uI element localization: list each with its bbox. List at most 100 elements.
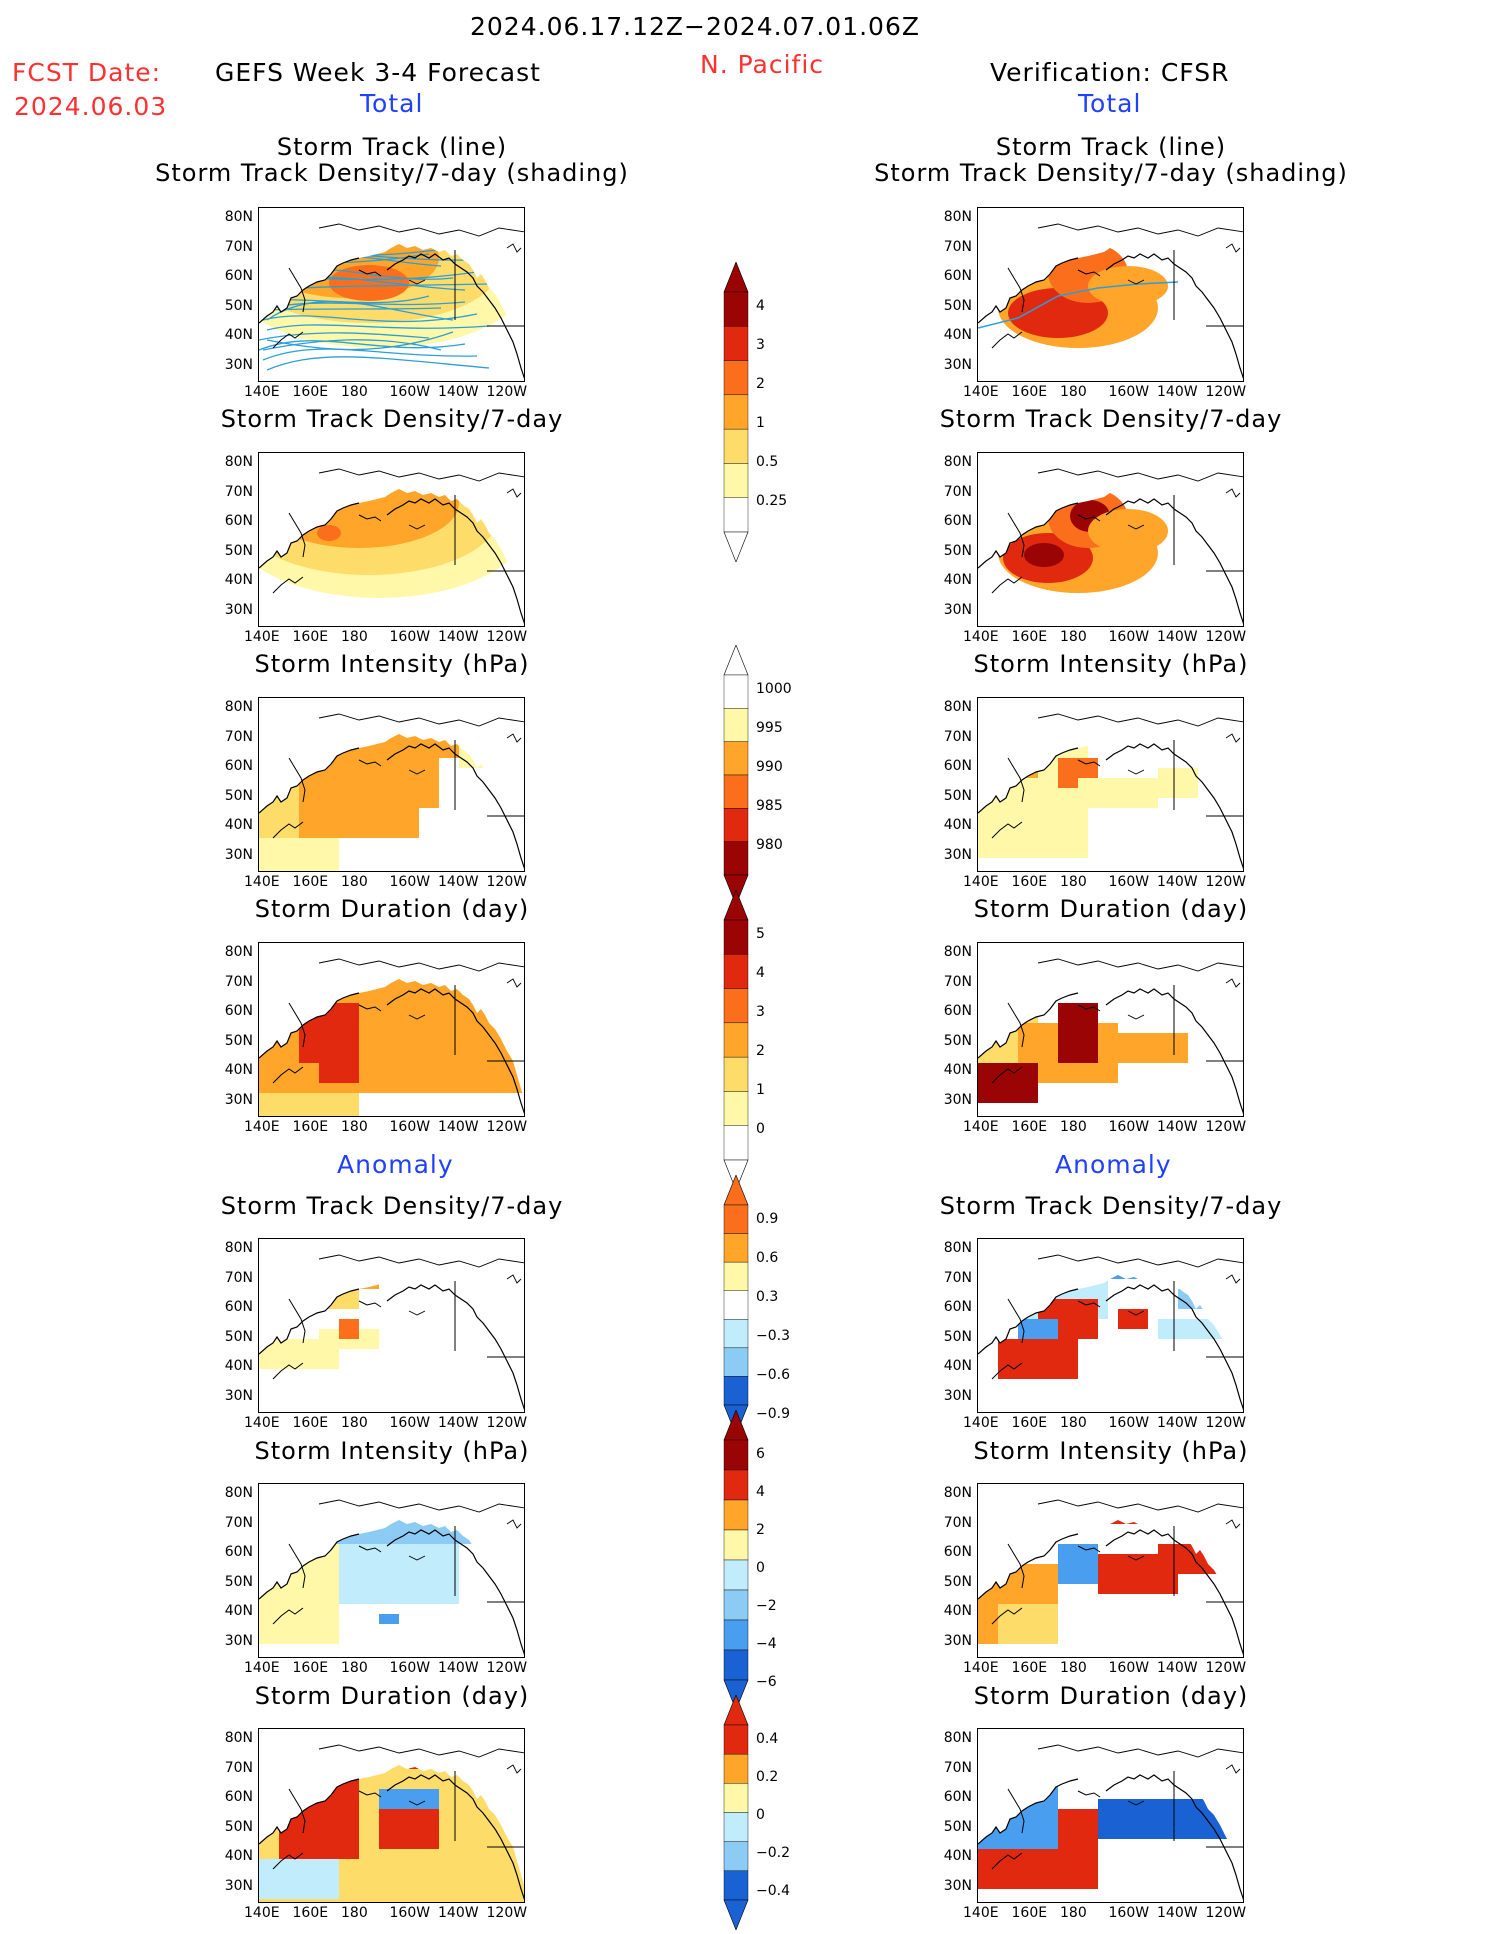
lat-tick-label: 40N xyxy=(224,1603,253,1619)
lon-tick-label: 180 xyxy=(341,1415,368,1431)
map-panel-verification-int xyxy=(977,697,1244,872)
lat-tick-label: 30N xyxy=(224,1632,253,1649)
lon-tick-label: 120W xyxy=(486,874,528,890)
colorbar-tick-label: 985 xyxy=(756,798,783,814)
lon-tick-label: 140W xyxy=(1157,1415,1198,1431)
lon-tick-label: 140E xyxy=(963,1119,999,1135)
lat-tick-label: 80N xyxy=(224,1485,253,1501)
lon-tick-label: 140W xyxy=(1157,1660,1198,1676)
lon-tick-label: 120W xyxy=(486,1119,528,1135)
colorbar-tick-label: −0.9 xyxy=(756,1406,790,1422)
lat-tick-label: 40N xyxy=(224,1062,253,1078)
panel-title: Storm Duration (day) xyxy=(254,895,530,923)
colorbar-tick-label: 2 xyxy=(756,1522,765,1538)
lat-tick-label: 60N xyxy=(224,513,253,529)
lon-tick-label: 140W xyxy=(438,1660,479,1676)
panel-subtitle: Storm Track Density/7-day (shading) xyxy=(155,159,629,187)
lon-tick-label: 140E xyxy=(963,384,999,400)
lat-tick-label: 70N xyxy=(224,728,253,745)
lat-tick-label: 60N xyxy=(943,758,972,774)
lat-tick-label: 70N xyxy=(224,238,253,255)
lat-tick-label: 40N xyxy=(943,1603,972,1619)
lat-tick-label: 30N xyxy=(224,1387,253,1404)
lon-tick-label: 180 xyxy=(341,384,368,400)
fcst-date-value: 2024.06.03 xyxy=(14,92,168,121)
map-shading xyxy=(259,208,524,379)
lat-tick-label: 80N xyxy=(224,1730,253,1746)
total-label-right: Total xyxy=(1078,89,1142,118)
colorbar-tick-label: −4 xyxy=(756,1636,777,1652)
lon-tick-label: 160W xyxy=(389,384,431,400)
colorbar-density-anom xyxy=(718,1174,758,1439)
lat-tick-label: 50N xyxy=(224,1032,253,1049)
panel-title: Storm Duration (day) xyxy=(973,1682,1249,1710)
colorbar-tick-label: 1 xyxy=(756,1082,765,1098)
lon-tick-label: 180 xyxy=(341,1119,368,1135)
lon-tick-label: 140W xyxy=(438,1119,479,1135)
panel-title: Storm Intensity (hPa) xyxy=(254,650,530,678)
anomaly-label-right: Anomaly xyxy=(1055,1150,1172,1179)
lon-tick-label: 160E xyxy=(1011,384,1048,400)
colorbar-tick-label: 4 xyxy=(756,298,765,314)
colorbar-tick-label: 2 xyxy=(756,376,765,392)
lon-tick-label: 140E xyxy=(244,1905,280,1921)
lat-tick-label: 30N xyxy=(943,1387,972,1404)
lon-tick-label: 160E xyxy=(1011,1905,1048,1921)
anomaly-label-left: Anomaly xyxy=(337,1150,454,1179)
lat-tick-label: 80N xyxy=(943,209,972,225)
lon-tick-label: 120W xyxy=(1205,1415,1247,1431)
lat-tick-label: 60N xyxy=(943,1544,972,1560)
colorbar-tick-label: 3 xyxy=(756,1004,765,1020)
date-range: 2024.06.17.12Z−2024.07.01.06Z xyxy=(470,12,920,41)
lat-tick-label: 70N xyxy=(943,483,972,500)
lon-tick-label: 160W xyxy=(389,1415,431,1431)
lat-tick-label: 80N xyxy=(943,944,972,960)
map-shading xyxy=(978,1239,1243,1410)
lon-tick-label: 140W xyxy=(1157,1119,1198,1135)
lon-tick-label: 160W xyxy=(389,874,431,890)
lon-tick-label: 160E xyxy=(1011,1660,1048,1676)
lon-tick-label: 140E xyxy=(244,629,280,645)
lat-tick-label: 70N xyxy=(943,973,972,990)
lon-tick-label: 180 xyxy=(1060,1119,1087,1135)
lon-tick-label: 140W xyxy=(438,874,479,890)
lat-tick-label: 30N xyxy=(224,1877,253,1894)
colorbar-tick-label: 0 xyxy=(756,1121,765,1137)
map-panel-forecast-aint xyxy=(258,1483,525,1658)
panel-title: Storm Intensity (hPa) xyxy=(254,1437,530,1465)
lat-tick-label: 50N xyxy=(943,297,972,314)
map-panel-forecast-adur xyxy=(258,1728,525,1903)
lat-tick-label: 80N xyxy=(224,944,253,960)
lon-tick-label: 140E xyxy=(244,384,280,400)
lat-tick-label: 30N xyxy=(224,1091,253,1108)
lat-tick-label: 50N xyxy=(224,1818,253,1835)
lon-tick-label: 120W xyxy=(1205,1119,1247,1135)
colorbar-tick-label: 990 xyxy=(756,759,783,775)
colorbar-tick-label: −2 xyxy=(756,1598,777,1614)
colorbar-tick-label: 0.4 xyxy=(756,1731,779,1747)
lon-tick-label: 120W xyxy=(1205,384,1247,400)
lon-tick-label: 160E xyxy=(1011,1415,1048,1431)
lat-tick-label: 50N xyxy=(224,1573,253,1590)
colorbar-duration-total xyxy=(718,889,758,1194)
lat-tick-label: 70N xyxy=(224,1269,253,1286)
lat-tick-label: 80N xyxy=(224,454,253,470)
lat-tick-label: 60N xyxy=(224,1003,253,1019)
lon-tick-label: 180 xyxy=(1060,384,1087,400)
lon-tick-label: 180 xyxy=(341,629,368,645)
panel-title: Storm Duration (day) xyxy=(254,1682,530,1710)
lat-tick-label: 30N xyxy=(224,356,253,373)
lat-tick-label: 60N xyxy=(224,268,253,284)
lon-tick-label: 160W xyxy=(389,1119,431,1135)
map-shading xyxy=(978,453,1243,624)
colorbar-tick-label: 0 xyxy=(756,1807,765,1823)
lon-tick-label: 160W xyxy=(389,1905,431,1921)
lat-tick-label: 70N xyxy=(224,1514,253,1531)
lon-tick-label: 140E xyxy=(963,874,999,890)
lon-tick-label: 180 xyxy=(1060,1905,1087,1921)
panel-title: Storm Track Density/7-day xyxy=(939,405,1283,433)
panel-title: Storm Track Density/7-day xyxy=(220,405,564,433)
map-shading xyxy=(259,1484,524,1655)
lon-tick-label: 120W xyxy=(1205,1660,1247,1676)
lat-tick-label: 50N xyxy=(943,1818,972,1835)
